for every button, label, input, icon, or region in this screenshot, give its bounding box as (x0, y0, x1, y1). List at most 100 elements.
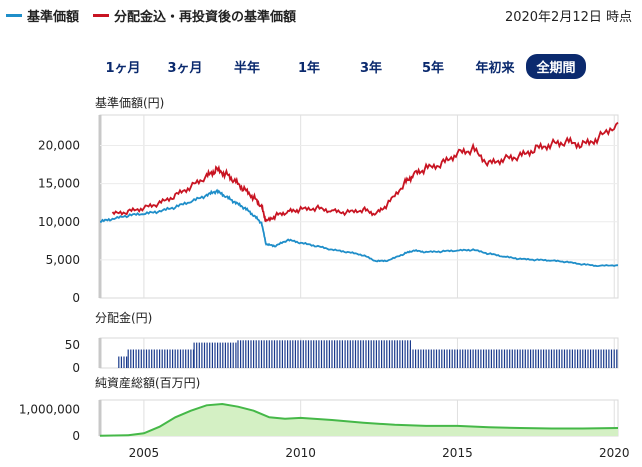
distribution-bar (365, 340, 367, 368)
distribution-bar (438, 349, 440, 368)
period-button-1m[interactable]: 1ヶ月 (105, 61, 141, 76)
distribution-bar (151, 349, 153, 368)
distribution-bar (307, 340, 310, 368)
distribution-bar (237, 340, 239, 368)
distribution-bar (597, 349, 600, 368)
distribution-bar (605, 349, 607, 368)
distribution-bar (475, 349, 477, 368)
distribution-bar (592, 349, 594, 368)
distribution-bar (496, 349, 498, 368)
distribution-bar (535, 349, 537, 368)
distribution-bar (281, 340, 283, 368)
x-tick-label: 2015 (442, 446, 473, 460)
nav-y-ticks: 20,000 15,000 10,000 5,000 0 (38, 139, 80, 306)
distribution-bar (503, 349, 506, 368)
net-assets-y-ticks: 1,000,000 0 (19, 402, 80, 443)
distribution-bar (185, 349, 187, 368)
distribution-bar (235, 342, 237, 368)
distribution-bar (422, 349, 425, 368)
nav-lines (99, 121, 619, 268)
distribution-bar (563, 349, 566, 368)
distribution-bar (373, 340, 375, 368)
distribution-bar (558, 349, 560, 368)
distribution-bar (292, 340, 294, 368)
distribution-bar (247, 340, 249, 368)
y-tick-label: 15,000 (38, 177, 80, 191)
y-tick-label: 10,000 (38, 215, 80, 229)
period-button-all[interactable]: 全期間 (526, 54, 586, 79)
distribution-bar (253, 340, 255, 368)
distribution-bar (156, 349, 158, 368)
distribution-bar (126, 356, 128, 368)
distribution-bar (488, 349, 490, 368)
distribution-bar (420, 349, 422, 368)
distribution-bar (362, 340, 364, 368)
distribution-bar (341, 340, 343, 368)
distribution-bar (587, 349, 589, 368)
distribution-bar (603, 349, 605, 368)
distribution-bar (459, 349, 461, 368)
distribution-bar (519, 349, 521, 368)
legend-swatch-nav (6, 14, 22, 17)
distribution-bar (485, 349, 487, 368)
distribution-bar (302, 340, 304, 368)
distribution-bar (201, 342, 203, 368)
distribution-bar (177, 349, 179, 368)
distribution-bar (451, 349, 453, 368)
distribution-y-ticks: 50 0 (65, 338, 80, 375)
legend-item-nav: 基準価額 (6, 6, 79, 25)
distribution-bar (227, 342, 229, 368)
distribution-bar (289, 340, 291, 368)
distribution-bar (553, 349, 555, 368)
distribution-bar (320, 340, 323, 368)
distribution-bar (509, 349, 511, 368)
period-button-3m[interactable]: 3ヶ月 (167, 61, 203, 76)
distribution-bar (230, 342, 232, 368)
distribution-bar (352, 340, 354, 368)
distribution-bar (206, 342, 208, 368)
distribution-bar (196, 342, 198, 368)
distribution-bar (490, 349, 492, 368)
distribution-bar (287, 340, 289, 368)
period-button-1y[interactable]: 1年 (297, 61, 321, 76)
distribution-bar (336, 340, 338, 368)
distribution-bar (357, 340, 359, 368)
distribution-bar (394, 340, 396, 368)
distribution-bar (217, 342, 219, 368)
period-button-ytd[interactable]: 年初来 (475, 61, 515, 76)
distribution-bar (209, 342, 211, 368)
x-tick-label: 2020 (599, 446, 630, 460)
distribution-bar (182, 349, 184, 368)
distribution-bar (548, 349, 550, 368)
distribution-bar (417, 349, 419, 368)
distribution-bar (318, 340, 320, 368)
distribution-bar (140, 349, 142, 368)
nav-axis-title: 基準価額(円) (95, 95, 164, 110)
distribution-bar (375, 340, 377, 368)
distribution-bar (203, 342, 206, 368)
distribution-bar (446, 349, 448, 368)
distribution-bar (391, 340, 393, 368)
period-button-6m[interactable]: 半年 (233, 61, 260, 76)
distribution-bar (545, 349, 547, 368)
distribution-bar (443, 349, 445, 368)
distribution-bar (600, 349, 602, 368)
distribution-bar (145, 349, 148, 368)
period-button-5y[interactable]: 5年 (421, 61, 445, 76)
distribution-bar (480, 349, 482, 368)
distribution-bar (582, 349, 584, 368)
legend: 基準価額 分配金込・再投資後の基準価額 (6, 6, 296, 25)
period-button-3y[interactable]: 3年 (359, 61, 383, 76)
distribution-bar (574, 349, 576, 368)
distribution-bar (135, 349, 137, 368)
x-axis-ticks: 2005 2010 2015 2020 (129, 446, 630, 460)
y-tick-label: 50 (65, 338, 80, 352)
distribution-bar (527, 349, 529, 368)
y-tick-label: 5,000 (46, 253, 80, 267)
distribution-bar (143, 349, 145, 368)
distribution-bar (388, 340, 391, 368)
distribution-bar (271, 340, 273, 368)
distribution-bar (169, 349, 171, 368)
distribution-bar (511, 349, 513, 368)
